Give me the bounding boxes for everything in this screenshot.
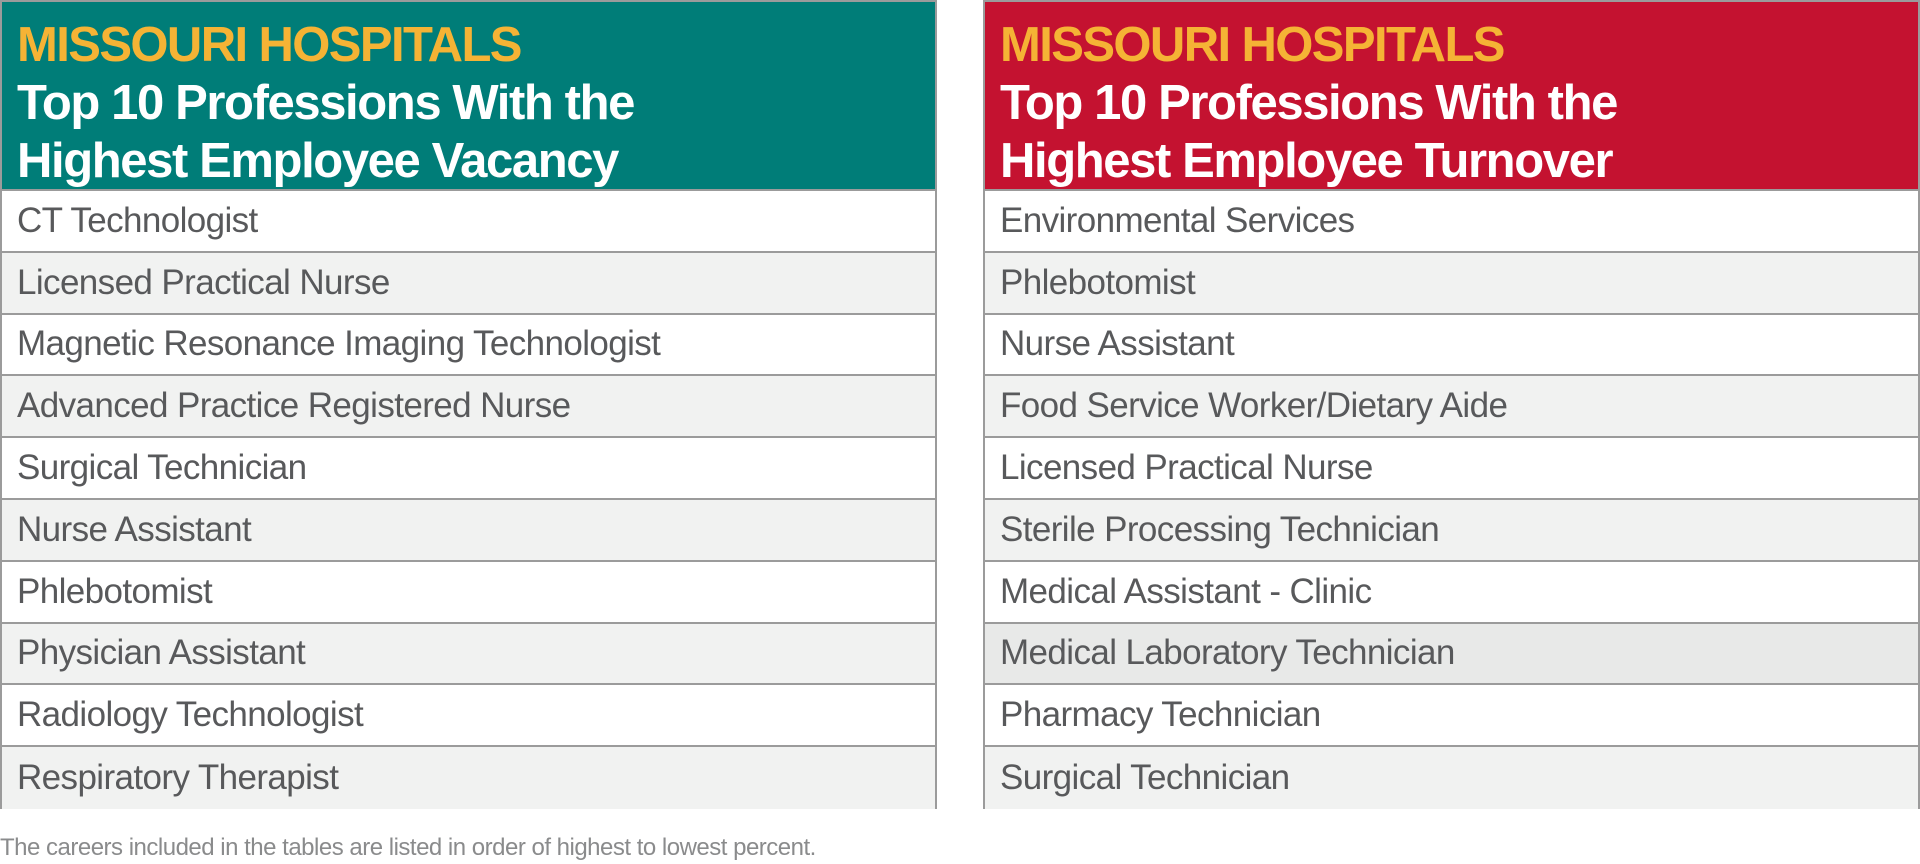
vacancy-row-4: Advanced Practice Registered Nurse xyxy=(2,376,935,439)
turnover-kicker: MISSOURI HOSPITALS xyxy=(1000,18,1505,72)
turnover-table: MISSOURI HOSPITALS Top 10 Professions Wi… xyxy=(983,0,1920,809)
vacancy-row-3: Magnetic Resonance Imaging Technologist xyxy=(2,314,935,377)
turnover-row-1: Environmental Services xyxy=(985,191,1918,253)
vacancy-row-1: CT Technologist xyxy=(2,191,935,253)
turnover-row-4: Food Service Worker/Dietary Aide xyxy=(985,376,1918,439)
turnover-list: Environmental Services Phlebotomist Nurs… xyxy=(985,191,1918,809)
turnover-row-7: Medical Assistant - Clinic xyxy=(985,561,1918,624)
vacancy-row-10: Respiratory Therapist xyxy=(2,747,935,809)
vacancy-table-header: MISSOURI HOSPITALS Top 10 Professions Wi… xyxy=(2,2,935,191)
turnover-title-line-1: Top 10 Professions With the xyxy=(1000,76,1618,130)
turnover-row-2: Phlebotomist xyxy=(985,252,1918,315)
vacancy-list: CT Technologist Licensed Practical Nurse… xyxy=(2,191,935,809)
vacancy-row-2: Licensed Practical Nurse xyxy=(2,252,935,315)
vacancy-row-9: Radiology Technologist xyxy=(2,685,935,748)
vacancy-kicker: MISSOURI HOSPITALS xyxy=(17,18,522,72)
vacancy-row-6: Nurse Assistant xyxy=(2,499,935,562)
turnover-row-8: Medical Laboratory Technician xyxy=(985,623,1918,686)
turnover-title-line-2: Highest Employee Turnover xyxy=(1000,134,1614,188)
turnover-row-9: Pharmacy Technician xyxy=(985,685,1918,748)
turnover-row-3: Nurse Assistant xyxy=(985,314,1918,377)
vacancy-row-5: Surgical Technician xyxy=(2,438,935,500)
vacancy-row-7: Phlebotomist xyxy=(2,561,935,624)
turnover-row-5: Licensed Practical Nurse xyxy=(985,438,1918,500)
vacancy-title-line-2: Highest Employee Vacancy xyxy=(17,134,619,188)
vacancy-title-line-1: Top 10 Professions With the xyxy=(17,76,635,130)
turnover-table-header: MISSOURI HOSPITALS Top 10 Professions Wi… xyxy=(985,2,1918,191)
footnote: The careers included in the tables are l… xyxy=(0,834,816,861)
turnover-row-10: Surgical Technician xyxy=(985,747,1918,809)
vacancy-table: MISSOURI HOSPITALS Top 10 Professions Wi… xyxy=(0,0,937,809)
turnover-row-6: Sterile Processing Technician xyxy=(985,499,1918,562)
vacancy-row-8: Physician Assistant xyxy=(2,623,935,686)
